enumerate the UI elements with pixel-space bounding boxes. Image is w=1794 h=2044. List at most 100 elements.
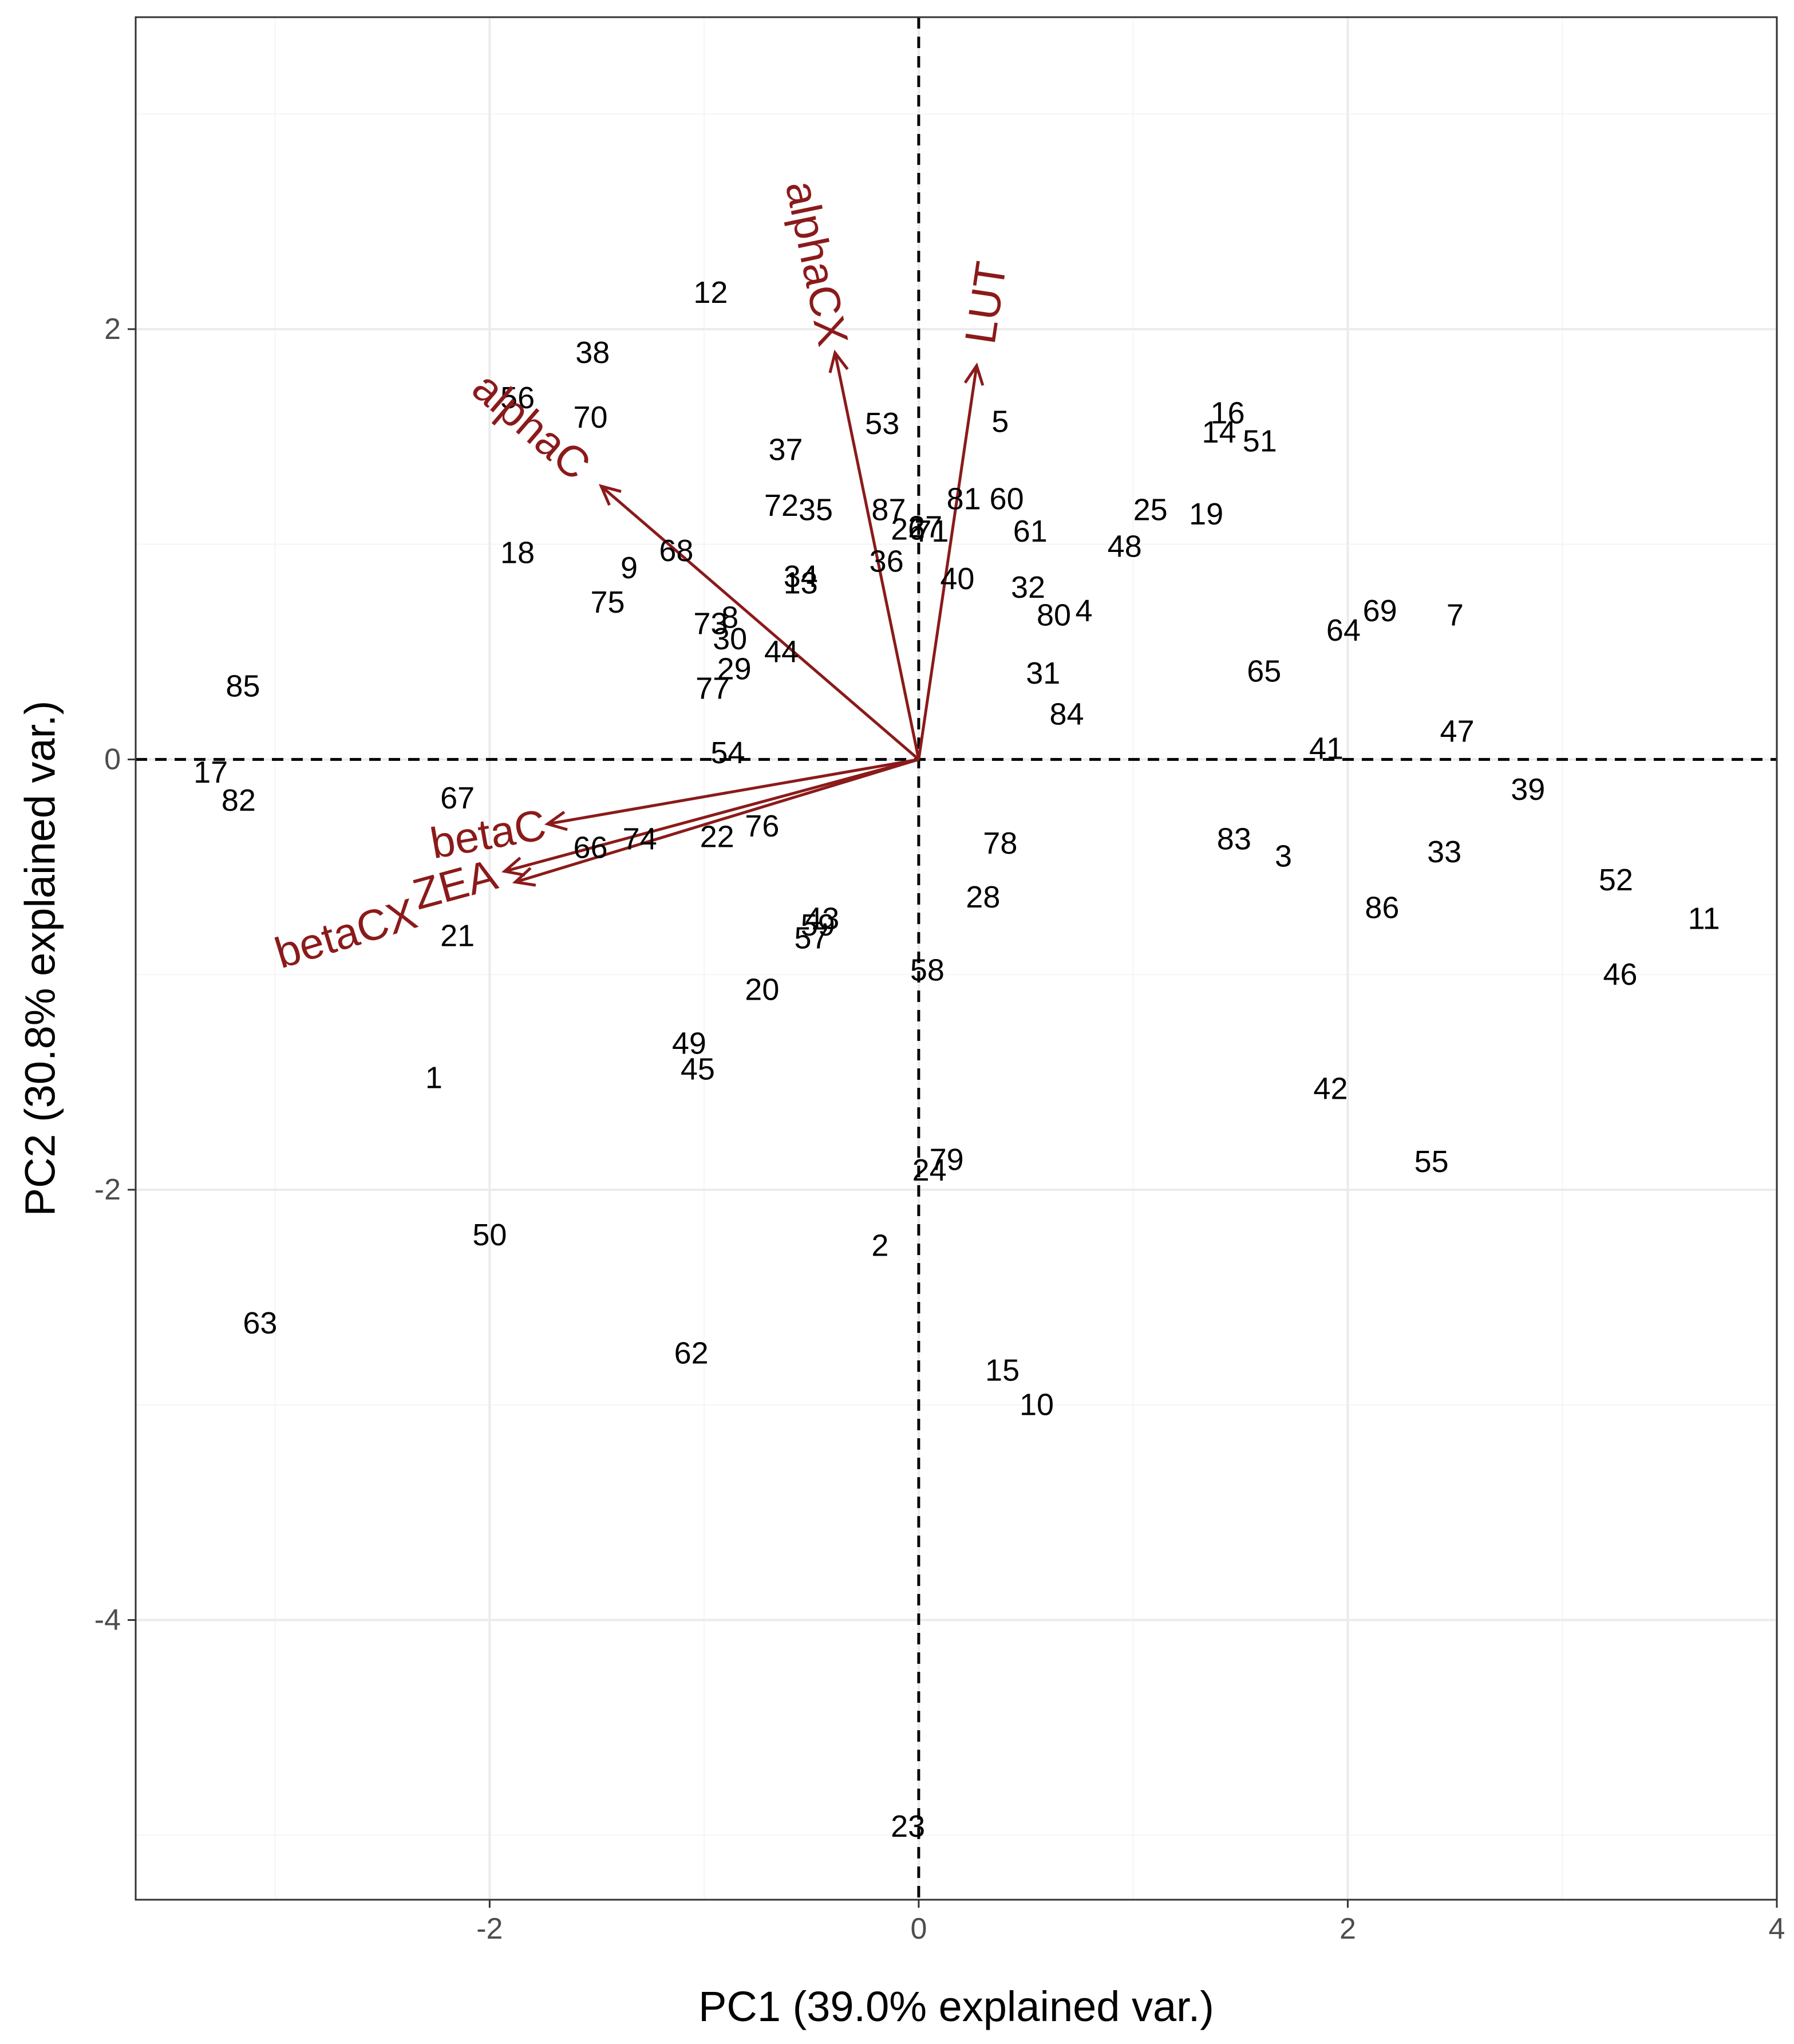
point-label-8: 8 xyxy=(721,600,738,634)
point-label-52: 52 xyxy=(1599,863,1633,897)
point-label-46: 46 xyxy=(1603,957,1637,992)
point-label-72: 72 xyxy=(764,488,799,523)
point-label-61: 61 xyxy=(1013,514,1048,549)
point-label-1: 1 xyxy=(425,1061,442,1095)
y-axis-ticks: -4 -2 0 2 xyxy=(94,313,136,1636)
point-label-63: 63 xyxy=(243,1306,277,1340)
point-label-81: 81 xyxy=(947,482,981,516)
point-label-57: 57 xyxy=(794,921,828,955)
panel-border xyxy=(135,16,1778,1901)
loading-arrowhead-ZEA xyxy=(501,857,525,877)
point-label-33: 33 xyxy=(1427,835,1461,869)
point-label-75: 75 xyxy=(590,585,625,619)
point-label-54: 54 xyxy=(710,736,745,770)
point-label-84: 84 xyxy=(1049,697,1084,731)
point-label-10: 10 xyxy=(1020,1388,1054,1422)
loading-arrow-alphaCX xyxy=(833,352,920,760)
point-label-48: 48 xyxy=(1108,529,1142,563)
point-label-49: 49 xyxy=(672,1026,706,1060)
point-label-26: 26 xyxy=(891,512,925,546)
point-label-55: 55 xyxy=(1414,1145,1449,1179)
point-label-28: 28 xyxy=(966,880,1000,914)
point-label-20: 20 xyxy=(745,972,779,1007)
point-label-15: 15 xyxy=(985,1354,1020,1388)
point-label-29: 29 xyxy=(717,652,752,686)
point-label-4: 4 xyxy=(1075,594,1092,628)
loading-arrowhead-alphaCX xyxy=(828,349,849,373)
point-label-24: 24 xyxy=(912,1153,947,1187)
point-label-71: 71 xyxy=(914,514,949,549)
point-label-50: 50 xyxy=(472,1218,507,1252)
point-label-69: 69 xyxy=(1363,594,1397,628)
point-label-58: 58 xyxy=(910,953,945,988)
point-label-60: 60 xyxy=(990,482,1024,516)
loading-arrow-betaC xyxy=(547,757,919,826)
point-label-22: 22 xyxy=(700,820,734,854)
loading-arrowhead-LUT xyxy=(963,362,985,386)
x-axis-title: PC1 (39.0% explained var.) xyxy=(698,1983,1214,2030)
point-label-40: 40 xyxy=(940,562,974,596)
point-label-56: 56 xyxy=(500,381,535,415)
point-label-34: 34 xyxy=(784,559,818,594)
point-label-12: 12 xyxy=(693,275,728,310)
point-label-25: 25 xyxy=(1133,493,1168,527)
point-label-59: 59 xyxy=(801,908,835,942)
point-label-74: 74 xyxy=(623,822,657,856)
point-label-39: 39 xyxy=(1511,772,1545,807)
point-label-77: 77 xyxy=(696,671,730,705)
point-label-36: 36 xyxy=(870,544,904,579)
point-label-42: 42 xyxy=(1313,1071,1348,1106)
point-label-19: 19 xyxy=(1189,497,1223,531)
point-label-2: 2 xyxy=(871,1229,888,1263)
point-label-5: 5 xyxy=(991,404,1009,439)
point-label-62: 62 xyxy=(674,1336,709,1371)
point-label-86: 86 xyxy=(1365,891,1399,925)
loading-arrow-alphaC xyxy=(600,485,920,761)
point-label-70: 70 xyxy=(573,400,607,435)
point-label-7: 7 xyxy=(1447,598,1464,633)
loading-label-LUT: LUT xyxy=(956,259,1016,347)
point-label-35: 35 xyxy=(799,493,833,527)
point-label-82: 82 xyxy=(222,783,256,818)
minor-gridlines xyxy=(136,17,1777,1900)
x-tick-label: 4 xyxy=(1769,1912,1785,1946)
y-tick-label: -2 xyxy=(94,1173,121,1206)
point-label-76: 76 xyxy=(745,809,779,843)
y-tick-label: 0 xyxy=(104,743,121,776)
loading-arrow-betaCX xyxy=(515,758,919,883)
x-axis-ticks: -2 0 2 4 xyxy=(476,1900,1785,1946)
point-label-13: 13 xyxy=(784,566,818,600)
reference-lines xyxy=(136,17,1777,1900)
point-label-65: 65 xyxy=(1247,654,1281,688)
point-label-51: 51 xyxy=(1243,424,1277,458)
point-label-38: 38 xyxy=(575,336,610,370)
point-label-16: 16 xyxy=(1211,396,1245,430)
point-label-18: 18 xyxy=(500,536,535,570)
loading-arrowhead-betaCX xyxy=(512,867,536,887)
loading-arrowhead-betaC xyxy=(544,811,568,831)
y-axis-title: PC2 (30.8% explained var.) xyxy=(17,701,64,1217)
x-tick-label: 2 xyxy=(1339,1912,1356,1946)
y-tick-label: -4 xyxy=(94,1603,121,1636)
point-label-73: 73 xyxy=(693,607,728,641)
x-tick-label: 0 xyxy=(910,1912,927,1946)
point-label-78: 78 xyxy=(983,826,1017,861)
point-label-87: 87 xyxy=(871,493,906,527)
point-label-43: 43 xyxy=(805,901,839,936)
point-label-3: 3 xyxy=(1275,839,1292,874)
point-label-11: 11 xyxy=(1688,901,1720,936)
point-label-45: 45 xyxy=(681,1052,715,1087)
loading-arrowhead-alphaC xyxy=(598,484,622,506)
point-label-9: 9 xyxy=(621,551,638,585)
loading-arrow-LUT xyxy=(917,365,978,760)
point-label-31: 31 xyxy=(1026,656,1060,690)
point-label-17: 17 xyxy=(193,755,228,790)
point-label-37: 37 xyxy=(769,432,803,467)
point-label-32: 32 xyxy=(1011,570,1045,605)
point-label-79: 79 xyxy=(930,1142,964,1177)
sample-labels: 1234578910111213141516171819202122232425… xyxy=(193,275,1720,1844)
point-label-83: 83 xyxy=(1217,822,1251,856)
loading-arrow-ZEA xyxy=(504,757,919,873)
